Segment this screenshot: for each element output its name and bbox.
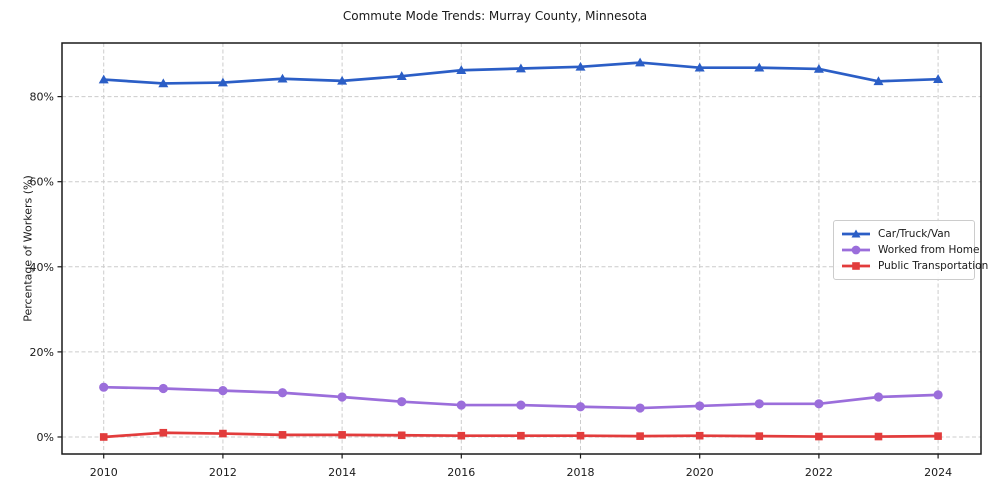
data-point-triangle: [515, 63, 526, 73]
legend-entry: Worked from Home: [841, 242, 979, 258]
data-point-triangle: [337, 75, 348, 85]
data-point-square: [338, 431, 346, 439]
y-tick-label: 80%: [30, 91, 54, 104]
data-point-circle: [158, 383, 168, 394]
y-tick-label: 60%: [30, 176, 54, 189]
data-point-square: [457, 431, 466, 440]
data-point-triangle: [456, 65, 467, 75]
data-point-triangle: [873, 76, 884, 86]
x-tick-label: 2022: [805, 466, 833, 479]
x-tick-label: 2020: [686, 466, 714, 479]
legend-entry: Public Transportation: [841, 258, 988, 274]
legend-swatch-circle-icon: [842, 245, 870, 255]
data-point-circle: [695, 401, 705, 411]
data-point-triangle: [754, 62, 765, 72]
data-point-square: [874, 432, 883, 441]
data-point-triangle: [158, 78, 169, 88]
data-point-square: [99, 433, 108, 441]
x-tick-label: 2016: [447, 466, 475, 479]
data-point-triangle: [694, 62, 705, 72]
data-point-triangle: [813, 63, 824, 73]
data-point-triangle: [396, 71, 407, 80]
legend-marker-triangle-icon: [851, 229, 861, 238]
data-point-triangle: [217, 77, 228, 87]
data-point-circle: [456, 400, 466, 410]
data-point-square: [397, 431, 406, 440]
legend-label: Public Transportation: [878, 260, 989, 272]
data-point-square: [755, 432, 764, 440]
data-point-circle: [397, 397, 407, 407]
legend-entry: Car/Truck/Van: [841, 226, 966, 242]
plot-frame: [61, 42, 982, 455]
data-point-circle: [99, 382, 109, 392]
data-point-triangle: [98, 74, 109, 84]
data-point-circle: [635, 403, 645, 413]
legend-swatch-triangle-icon: [842, 229, 870, 238]
legend-marker-circle-icon: [851, 245, 861, 255]
data-point-square: [934, 432, 942, 440]
data-point-square: [695, 431, 704, 440]
data-point-triangle: [635, 57, 646, 67]
data-point-square: [636, 432, 644, 440]
data-point-triangle: [933, 74, 944, 83]
data-point-circle: [218, 386, 228, 396]
x-tick-label: 2014: [328, 466, 356, 479]
legend: Car/Truck/Van Worked from Home Public Tr…: [833, 220, 988, 280]
legend-marker-square-icon: [852, 262, 860, 270]
data-point-circle: [873, 392, 884, 402]
data-point-triangle: [575, 61, 586, 71]
y-tick-label: 20%: [30, 346, 54, 359]
data-point-square: [815, 432, 823, 441]
data-point-square: [219, 429, 227, 438]
data-point-circle: [575, 402, 586, 412]
y-tick-label: 40%: [30, 261, 54, 274]
data-point-circle: [277, 388, 288, 398]
x-tick-label: 2024: [924, 466, 952, 479]
legend-label: Car/Truck/Van: [878, 228, 951, 240]
data-point-circle: [754, 399, 764, 409]
data-point-square: [278, 431, 287, 439]
data-point-triangle: [277, 73, 288, 83]
chart-title: Commute Mode Trends: Murray County, Minn…: [342, 9, 648, 23]
x-tick-label: 2012: [209, 466, 237, 479]
x-tick-label: 2018: [567, 466, 595, 479]
data-point-square: [576, 431, 585, 440]
legend-swatch-square-icon: [842, 262, 870, 270]
data-point-square: [517, 431, 525, 440]
data-point-circle: [814, 399, 824, 409]
data-point-circle: [516, 400, 526, 410]
data-point-square: [159, 428, 168, 437]
data-point-circle: [933, 390, 943, 400]
x-tick-label: 2010: [90, 466, 118, 479]
data-point-circle: [337, 392, 347, 402]
legend-label: Worked from Home: [878, 244, 980, 256]
y-tick-label: 0%: [37, 431, 54, 444]
